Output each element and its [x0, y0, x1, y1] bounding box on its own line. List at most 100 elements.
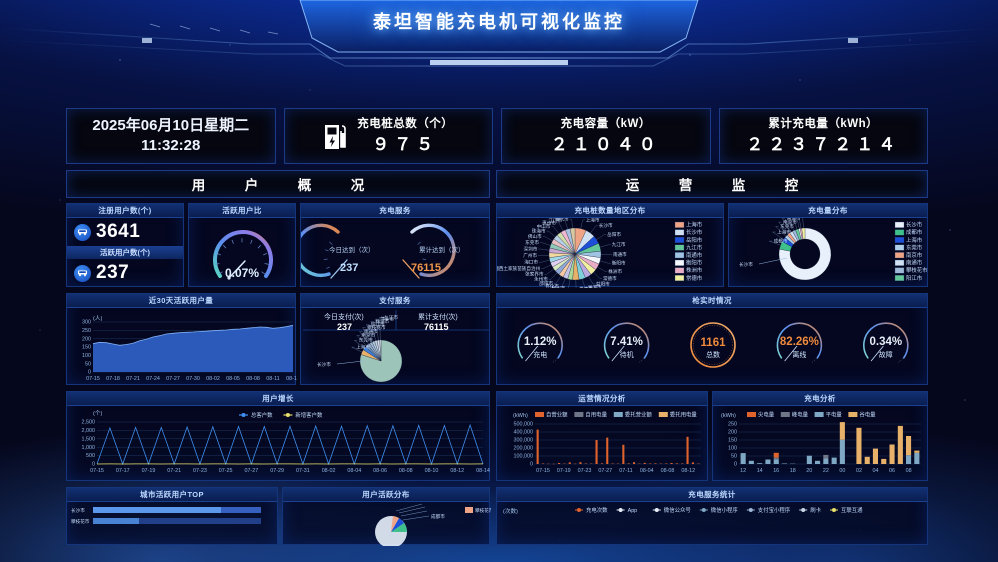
- panel-user-growth: 用户增长 2,500 2,000 1,500 1,000 500 0 07-15 07-17…: [66, 391, 490, 481]
- legend-label: 上海市: [686, 221, 703, 229]
- legend-label: 微信公众号: [664, 506, 692, 514]
- pie-slice-label: 九江市: [612, 241, 626, 248]
- x-tick: 07-17: [116, 468, 130, 474]
- x-tick: 08-11: [266, 376, 279, 382]
- panel-title-service-statistics: 充电服务统计: [497, 488, 927, 502]
- legend-label: 委托用电量: [670, 411, 698, 419]
- x-tick: 16: [773, 468, 779, 474]
- kpi-datetime-card: 2025年06月10日星期二 11:32:28: [66, 108, 276, 164]
- y-tick: 300,000: [514, 438, 534, 444]
- legend-label: 自用电量: [585, 411, 607, 419]
- x-tick: 06: [889, 468, 895, 474]
- x-tick: 07-31: [296, 468, 310, 474]
- x-tick: 07-27: [598, 468, 612, 474]
- x-tick: 07-21: [126, 376, 140, 382]
- pie-slice-label: 肇庆市: [555, 218, 569, 223]
- energy-dist-main-label: 长沙市: [739, 261, 753, 268]
- current-date: 2025年06月10日星期二: [92, 116, 250, 134]
- pie-slice-label: 东莞市: [525, 239, 539, 246]
- gun-status-value: 7.41%: [610, 336, 643, 348]
- x-tick: 07-29: [270, 468, 284, 474]
- pie-slice-label: 永州市: [534, 276, 548, 283]
- legend-label: App: [628, 508, 638, 514]
- legend-label: 阳江市: [906, 274, 923, 282]
- y-tick: 2,000: [82, 428, 96, 434]
- x-tick: 08-02: [206, 376, 220, 382]
- x-tick: 07-15: [90, 468, 104, 474]
- x-tick: 22: [823, 468, 829, 474]
- y-tick: 0: [88, 370, 91, 376]
- x-tick: 07-23: [578, 468, 592, 474]
- panel-pay-service: 支付服务 上海市 东莞市 南京市 南通市 攀枝花市 阳江市 株洲市 萍乡市 九江市 长沙市 今日…: [300, 293, 490, 385]
- donut-slice-label: 东莞市: [780, 223, 794, 230]
- gun-status-label: 离线: [792, 350, 806, 359]
- legend-label: 株洲市: [686, 266, 703, 274]
- active-ratio-value: 0.07%: [224, 266, 260, 280]
- city-top-bar-list: 长沙市 攀枝花市: [71, 507, 261, 525]
- legend-label: 总客户数: [251, 411, 273, 419]
- x-tick: 07-24: [146, 376, 160, 382]
- charge-analysis-bar-chart: 250 200 150 100 50 012 14 16 18 20 22 00 02 04 06 08 尖电…: [721, 411, 921, 474]
- x-tick: 08-05: [226, 376, 240, 382]
- pie-slice-label: 上海市: [586, 218, 600, 223]
- x-tick: 04: [873, 468, 879, 474]
- y-tick: 50: [85, 361, 91, 367]
- panel-gun-realtime-status: 枪实时情况 1.12% 充电 7.41% 待机 1161 总数 82.26% 离线 0.34% 故…: [496, 293, 928, 385]
- pay-main-label: 长沙市: [317, 361, 331, 368]
- legend-label: 南通市: [906, 259, 923, 267]
- pie-slice-label: 江门市: [548, 218, 562, 224]
- x-tick: 08-14: [286, 376, 297, 382]
- pie-slice-label: 株洲市: [608, 268, 622, 275]
- y-tick: 150: [728, 438, 737, 444]
- pie-slice-label: 攀枝花市: [367, 324, 386, 331]
- user-dist-label-1: 成都市: [431, 513, 445, 520]
- x-tick: 07-11: [619, 468, 632, 474]
- operation-analysis-bar-chart: 500,000400,000300,000200,000100,000007-1…: [513, 411, 701, 474]
- page-title: 泰坦智能充电机可视化监控: [373, 12, 625, 32]
- operation-y-unit: (kWh): [513, 413, 528, 419]
- x-tick: 07-23: [193, 468, 207, 474]
- registered-users-stat: 3641: [67, 218, 183, 246]
- pie-slice-label: 怀化市: [545, 283, 559, 288]
- panel-title-active-30days: 近30天活跃用户量: [67, 294, 295, 308]
- legend-label: 岳阳市: [686, 236, 703, 244]
- legend-label: 攀枝花市: [906, 266, 928, 274]
- panel-charge-analysis: 充电分析 250 200 150 100 50 0 12 14 16 18 20 22 00 02 04 06…: [712, 391, 928, 481]
- x-tick: 08-12: [450, 468, 464, 474]
- pie-slice-label: 张家界市: [525, 271, 544, 278]
- y-tick: 100: [728, 446, 737, 452]
- x-tick: 18: [790, 468, 796, 474]
- panel-user-active-distribution: 用户活跃分布 成都市 攀枝花市: [282, 487, 494, 548]
- panel-title-energy-distribution: 充电量分布: [729, 204, 927, 218]
- kpi-total-energy-card: 累计充电量（kWh） ２２３７２１４: [718, 108, 928, 164]
- gun-status-value: 82.26%: [780, 336, 819, 348]
- user-distribution-pie-chart: 成都市 攀枝花市: [375, 503, 494, 548]
- charge-service-total-value: 76115: [411, 262, 441, 274]
- pie-slice-label: 中山市: [537, 223, 551, 230]
- y-tick: 400,000: [514, 430, 534, 436]
- panel-title-city-top: 城市活跃用户TOP: [67, 488, 277, 502]
- x-tick: 08: [906, 468, 912, 474]
- panel-title-user-growth: 用户增长: [67, 392, 489, 406]
- y-tick: 100,000: [514, 454, 534, 460]
- panel-title-charge-analysis: 充电分析: [713, 392, 927, 406]
- x-tick: 07-19: [142, 468, 156, 474]
- donut-slice-label: 上海市: [777, 228, 791, 235]
- panel-title-pile-region: 充电桩数量地区分布: [497, 204, 723, 218]
- x-tick: 07-18: [106, 376, 120, 382]
- legend-label: 谷电量: [859, 411, 876, 419]
- x-tick: 07-15: [536, 468, 550, 474]
- gun-status-label: 充电: [533, 350, 547, 359]
- pie-slice-label: 南京市: [361, 332, 375, 339]
- y-tick: 250: [82, 328, 91, 334]
- kpi-pile-total-label: 充电桩总数（个）: [357, 118, 454, 131]
- x-tick: 07-30: [186, 376, 200, 382]
- pie-slice-label: 长沙市: [599, 222, 613, 229]
- gun-status-value: 0.34%: [869, 336, 902, 348]
- registered-users-value: 3641: [96, 221, 141, 242]
- y-tick: 2,500: [82, 420, 96, 426]
- y-tick: 200: [82, 336, 91, 342]
- active30-y-unit: (人): [93, 315, 102, 322]
- city-top-row2-label: 攀枝花市: [71, 518, 90, 525]
